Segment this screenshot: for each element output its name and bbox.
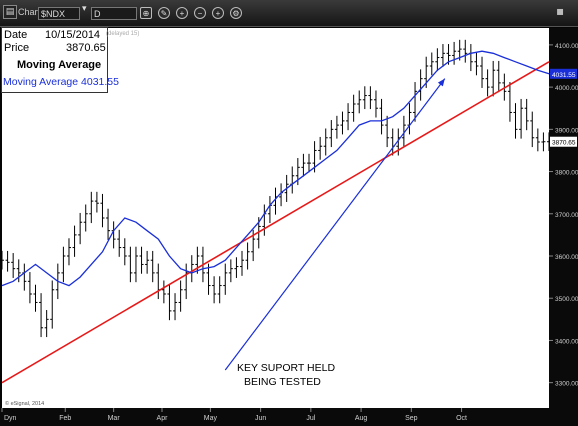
price-chart: 3300.00 3400.00 3500.00 3600.00 3700.00 3800.…	[0, 28, 578, 426]
symbol-input[interactable]: $NDX	[38, 7, 80, 20]
x-tick-label: Apr	[157, 415, 169, 422]
x-tick-label: Sep	[405, 415, 418, 422]
annotation-line-2: BEING TESTED	[244, 376, 321, 388]
y-tick-label: 3800.00	[555, 170, 578, 177]
annotation-arrow	[224, 78, 446, 371]
x-tick-label: Mar	[108, 415, 121, 422]
delayed-note: (delayed 15)	[106, 31, 140, 37]
minus-icon[interactable]: −	[194, 7, 206, 19]
moving-average-value: Moving Average 4031.55	[3, 76, 119, 88]
y-axis-panel	[549, 28, 578, 426]
x-tick-label: Jul	[306, 415, 315, 422]
zoom-icon[interactable]: ⊕	[140, 7, 152, 19]
chart-plot: 3300.00 3400.00 3500.00 3600.00 3700.00 3800.…	[0, 27, 578, 426]
window-title: Chart	[18, 7, 41, 17]
annotation-line-1: KEY SUPORT HELD	[237, 362, 335, 374]
symbol-dropdown-icon[interactable]: ▾	[82, 4, 87, 14]
data-window: Date 10/15/2014 Price 3870.65 Moving Ave…	[1, 27, 119, 93]
pencil-icon[interactable]: ✎	[158, 7, 170, 19]
moving-average-line	[1, 50, 550, 287]
interval-input[interactable]: D	[91, 7, 137, 20]
y-tick-label: 3900.00	[555, 127, 578, 134]
x-tick-label: Aug	[355, 415, 368, 422]
x-tick-label: Jun	[255, 415, 266, 422]
chart-titlebar: ▤ Chart $NDX ▾ D ⊕ ✎ + − + ⚙ ▪	[0, 0, 578, 27]
last-price-tag	[550, 136, 577, 147]
x-axis-panel	[0, 408, 549, 426]
x-tick-label: May	[204, 415, 218, 422]
support-trendline	[1, 61, 550, 384]
ma-value-label: 4031.55	[552, 72, 576, 79]
ma-value-tag	[550, 68, 577, 79]
annotation-arrowhead	[437, 78, 445, 87]
y-tick-label: 3600.00	[555, 254, 578, 261]
last-price-label: 3870.65	[552, 140, 576, 147]
window-close-icon[interactable]: ▪	[556, 4, 565, 18]
price-value: 3870.65	[66, 42, 106, 54]
date-label: Date	[4, 29, 28, 41]
settings-icon[interactable]: ⚙	[230, 7, 242, 19]
y-tick-label: 4100.00	[555, 43, 578, 50]
x-tick-label: Oct	[456, 415, 467, 422]
copyright-note: © eSignal, 2014	[5, 400, 44, 407]
plus-icon[interactable]: +	[176, 7, 188, 19]
x-tick-label: Feb	[59, 415, 71, 422]
y-tick-label: 3500.00	[555, 296, 578, 303]
y-tick-label: 4000.00	[555, 85, 578, 92]
circle-plus-icon[interactable]: +	[212, 7, 224, 19]
date-value: 10/15/2014	[45, 29, 101, 41]
price-label: Price	[4, 42, 30, 54]
y-tick-label: 3300.00	[555, 381, 578, 388]
y-tick-label: 3700.00	[555, 212, 578, 219]
x-tick-label: Dyn	[4, 415, 17, 422]
chart-window-icon[interactable]: ▤	[3, 5, 17, 19]
y-tick-label: 3400.00	[555, 338, 578, 345]
moving-average-heading: Moving Average	[17, 59, 102, 71]
